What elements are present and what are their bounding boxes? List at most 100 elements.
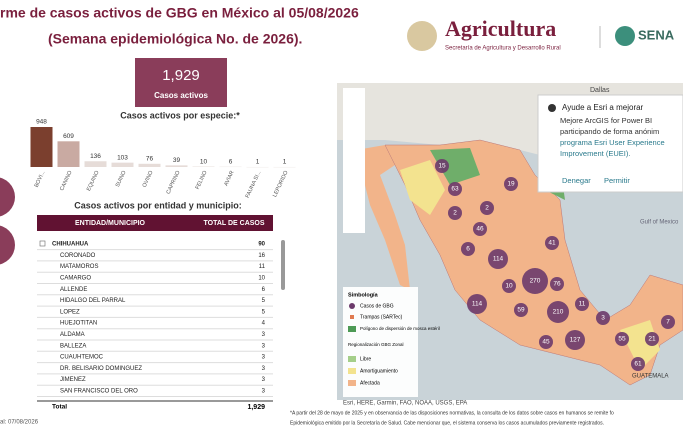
baja (356, 145, 410, 290)
scrollbar[interactable] (281, 240, 285, 290)
case-bubble (461, 242, 475, 256)
cell-value: 3 (262, 377, 266, 383)
legend-item: Polígono de dispersión de mosca estéril (360, 326, 440, 331)
legend-item: Trampas (SARTec) (360, 314, 403, 320)
emblem (407, 21, 437, 51)
case-bubble (565, 330, 585, 350)
table-header (37, 215, 273, 231)
cell-value: 3 (262, 366, 266, 372)
allow-button[interactable]: Permitir (604, 176, 630, 185)
header-cell: TOTAL DE CASOS (203, 220, 264, 227)
bubble-label: 11 (579, 301, 586, 308)
legend-swatch (350, 315, 354, 319)
side-button[interactable] (0, 225, 15, 265)
bubble-label: 10 (505, 283, 513, 290)
bubble-label: 270 (530, 278, 541, 285)
cell: SAN FRANCISCO DEL ORO (60, 388, 138, 394)
cell: CORONADO (60, 253, 96, 259)
bubble-label: 127 (570, 337, 581, 344)
legend-item: Casos de GBG (360, 303, 394, 309)
bubble-label: 76 (553, 281, 561, 288)
legend-item: Amortiguamiento (360, 368, 398, 374)
info-icon (548, 104, 556, 112)
bar (138, 163, 161, 167)
cell: JIMENEZ (60, 377, 86, 383)
map-label: Dallas (590, 87, 610, 94)
category-label: CAPRINO (166, 169, 182, 195)
bubble-label: 21 (648, 336, 656, 343)
title: rme de casos activos de GBG en México al… (0, 5, 359, 21)
bubble-label: 59 (517, 307, 525, 314)
cell-value: 6 (262, 287, 266, 293)
cell: LOPEZ (60, 309, 80, 315)
zone-buffer (400, 160, 445, 215)
case-bubble (488, 249, 508, 269)
case-bubble (435, 159, 449, 173)
cell: HUEJOTITAN (60, 321, 97, 327)
map-label: Gulf of Mexico (640, 220, 679, 226)
case-bubble (467, 294, 487, 314)
case-bubble (575, 297, 589, 311)
cell-value: 3 (262, 332, 266, 338)
value-label: 39 (173, 157, 181, 164)
bubble-label: 6 (466, 246, 470, 253)
case-bubble (661, 315, 675, 329)
cell-value: 3 (262, 355, 266, 361)
footer-note: Epidemiológica emitido por la Secretaría… (290, 420, 604, 426)
cell-value: 11 (259, 264, 266, 270)
bar-title: Casos activos por especie:* (120, 110, 240, 120)
map-legend (343, 287, 418, 397)
bubble-label: 2 (453, 210, 457, 217)
collapse-icon (39, 240, 46, 247)
popup-link[interactable]: programa Esri User Experience Improvemen… (560, 138, 665, 158)
kpi-value: 1,929 (162, 67, 200, 84)
cell: CAMARGO (60, 275, 91, 281)
popup-body: Mejore ArcGIS for Power BI participando … (560, 116, 660, 136)
kpi-box (135, 58, 227, 107)
bubble-label: 19 (507, 181, 515, 188)
bar (111, 162, 134, 167)
value-label: 609 (63, 133, 74, 140)
case-bubble (615, 332, 629, 346)
value-label: 948 (36, 119, 47, 126)
sena-logo (615, 26, 635, 46)
popup-title: Ayude a Esri a mejorar (562, 103, 644, 112)
cell: ALLENDE (60, 287, 87, 293)
partner: SENA (638, 27, 675, 42)
legend-swatch (348, 326, 356, 332)
bar (30, 127, 53, 167)
category-label: FAUNA SI... (245, 169, 263, 199)
case-bubble (480, 201, 494, 215)
bubble-label: 63 (451, 186, 459, 193)
cell: ALDAMA (60, 332, 85, 338)
bubble-label: 114 (493, 256, 504, 263)
cell-value: 3 (262, 388, 266, 394)
value-label: 76 (146, 156, 154, 163)
kpi-label: Casos activos (154, 91, 208, 100)
legend-swatch (349, 303, 355, 309)
side-button[interactable] (0, 177, 15, 217)
deny-button[interactable]: Denegar (562, 176, 591, 185)
case-bubble (539, 335, 553, 349)
map-label: GUATEMALA (632, 374, 669, 380)
attribution: Esri, HERE, Garmin, FAO, NOAA, USGS, EPA (343, 401, 467, 407)
value-label: 136 (90, 153, 101, 160)
legend-item: Libre (360, 356, 371, 362)
case-bubble (550, 277, 564, 291)
legend-zone-title: Regionalización GBG Zonal (348, 342, 404, 347)
bubble-label: 61 (634, 361, 642, 368)
popup-body-wrap: Mejore ArcGIS for Power BI participando … (560, 116, 665, 158)
category-label: AVIAR (223, 170, 235, 187)
case-bubble (522, 268, 548, 294)
bubble-label: 7 (666, 319, 670, 326)
footer-date: al: 07/08/2026 (0, 420, 39, 426)
case-bubble (502, 279, 516, 293)
value-label: 6 (229, 158, 233, 165)
group-cell: CHIHUAHUA (52, 242, 89, 248)
cell: CUAUHTEMOC (60, 355, 104, 361)
case-bubble (545, 236, 559, 250)
cell-value: 16 (258, 253, 265, 259)
bubble-label: 114 (472, 301, 483, 308)
table-title: Casos activos por entidad y municipio: (74, 200, 242, 210)
group-value: 90 (258, 242, 265, 248)
